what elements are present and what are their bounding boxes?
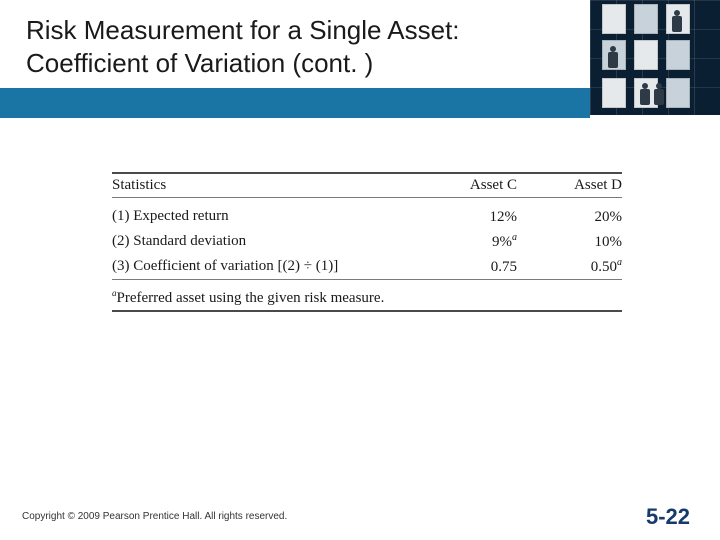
value-sup: a: [617, 257, 622, 268]
asset-d-value: 10%: [517, 229, 622, 254]
table-footnote-row: aPreferred asset using the given risk me…: [112, 285, 622, 311]
asset-c-value: 12%: [412, 204, 517, 229]
value-sup: a: [512, 232, 517, 243]
stats-table-container: Statistics Asset C Asset D (1) Expected …: [112, 172, 622, 317]
value-text: 12%: [490, 209, 518, 225]
stat-label: (2) Standard deviation: [112, 229, 412, 254]
table-rule: [112, 311, 622, 317]
building-window: [634, 4, 658, 34]
value-text: 0.75: [491, 259, 517, 275]
slide: Risk Measurement for a Single Asset: Coe…: [0, 0, 720, 540]
stat-label: (1) Expected return: [112, 204, 412, 229]
stats-table: Statistics Asset C Asset D (1) Expected …: [112, 172, 622, 317]
building-window: [666, 78, 690, 108]
value-text: 20%: [595, 209, 623, 225]
building-window: [602, 4, 626, 34]
blue-strip: [0, 88, 590, 118]
silhouette-icon: [652, 83, 666, 105]
silhouette-icon: [670, 10, 684, 32]
page-number: 5-22: [646, 504, 690, 530]
col-header-asset-d: Asset D: [517, 173, 622, 198]
table-footnote: aPreferred asset using the given risk me…: [112, 285, 622, 311]
asset-c-value: 0.75: [412, 254, 517, 280]
copyright-text: Copyright © 2009 Pearson Prentice Hall. …: [22, 511, 287, 522]
silhouette-icon: [638, 83, 652, 105]
table-row: (2) Standard deviation 9%a 10%: [112, 229, 622, 254]
value-text: 0.50: [591, 259, 617, 275]
asset-d-value: 0.50a: [517, 254, 622, 280]
table-header-row: Statistics Asset C Asset D: [112, 173, 622, 198]
table-row: (3) Coefficient of variation [(2) ÷ (1)]…: [112, 254, 622, 280]
building-window: [666, 40, 690, 70]
slide-title: Risk Measurement for a Single Asset: Coe…: [26, 14, 546, 79]
value-text: 10%: [595, 234, 623, 250]
value-text: 9%: [492, 234, 512, 250]
asset-c-value: 9%a: [412, 229, 517, 254]
footnote-text: Preferred asset using the given risk mea…: [117, 290, 385, 306]
header: Risk Measurement for a Single Asset: Coe…: [0, 0, 720, 115]
building-window: [634, 40, 658, 70]
stat-label: (3) Coefficient of variation [(2) ÷ (1)]: [112, 254, 412, 280]
asset-d-value: 20%: [517, 204, 622, 229]
table-row: (1) Expected return 12% 20%: [112, 204, 622, 229]
building-window: [602, 78, 626, 108]
col-header-statistics: Statistics: [112, 173, 412, 198]
building-art: [590, 0, 720, 115]
col-header-asset-c: Asset C: [412, 173, 517, 198]
silhouette-icon: [606, 46, 620, 68]
